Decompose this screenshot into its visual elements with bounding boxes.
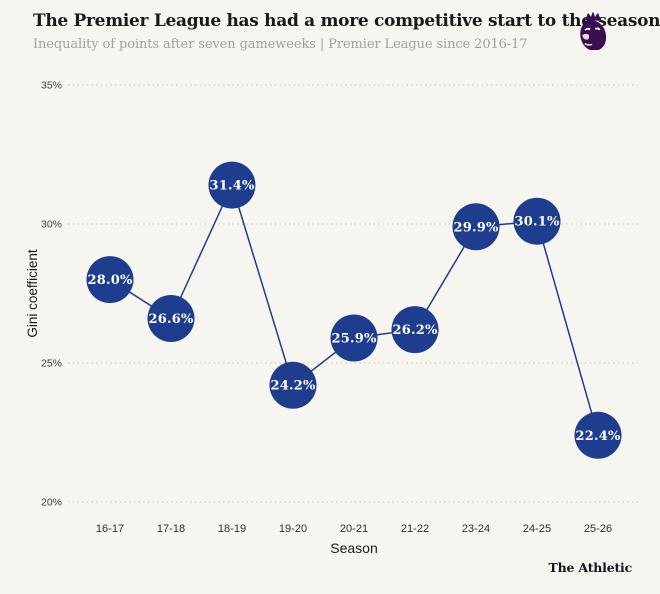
- data-point: [330, 314, 378, 362]
- y-tick-label: 30%: [41, 219, 62, 231]
- data-point-label: 26.2%: [392, 323, 437, 338]
- x-tick-label: 17-18: [157, 523, 185, 535]
- data-point: [86, 256, 134, 304]
- data-point: [574, 411, 622, 459]
- data-point-label: 30.1%: [514, 215, 559, 230]
- data-point-label: 22.4%: [575, 429, 620, 444]
- data-point: [391, 306, 439, 354]
- chart-subtitle: Inequality of points after seven gamewee…: [33, 37, 528, 52]
- x-tick-label: 23-24: [462, 523, 490, 535]
- data-point-label: 29.9%: [453, 220, 498, 235]
- data-point: [208, 161, 256, 209]
- y-tick-label: 35%: [41, 80, 62, 92]
- data-point-label: 25.9%: [331, 331, 376, 346]
- chart-title: The Premier League has had a more compet…: [33, 11, 660, 31]
- data-point: [452, 203, 500, 251]
- x-axis-title: Season: [330, 540, 377, 556]
- y-tick-label: 20%: [41, 497, 62, 509]
- y-axis-title: Gini coefficient: [25, 249, 40, 338]
- premier-league-lion-icon: [580, 12, 607, 50]
- data-point-label: 31.4%: [209, 179, 254, 194]
- x-tick-label: 20-21: [340, 523, 368, 535]
- x-tick-label: 25-26: [584, 523, 612, 535]
- x-tick-label: 18-19: [218, 523, 246, 535]
- data-point: [513, 197, 561, 245]
- x-tick-label: 21-22: [401, 523, 429, 535]
- brand-credit: The Athletic: [548, 560, 633, 575]
- x-tick-label: 24-25: [523, 523, 551, 535]
- data-point-label: 24.2%: [270, 379, 315, 394]
- x-tick-label: 19-20: [279, 523, 307, 535]
- y-tick-label: 25%: [41, 358, 62, 370]
- data-point-label: 26.6%: [148, 312, 193, 327]
- data-point: [147, 295, 195, 343]
- data-point-label: 28.0%: [87, 273, 132, 288]
- x-tick-label: 16-17: [96, 523, 124, 535]
- data-point: [269, 361, 317, 409]
